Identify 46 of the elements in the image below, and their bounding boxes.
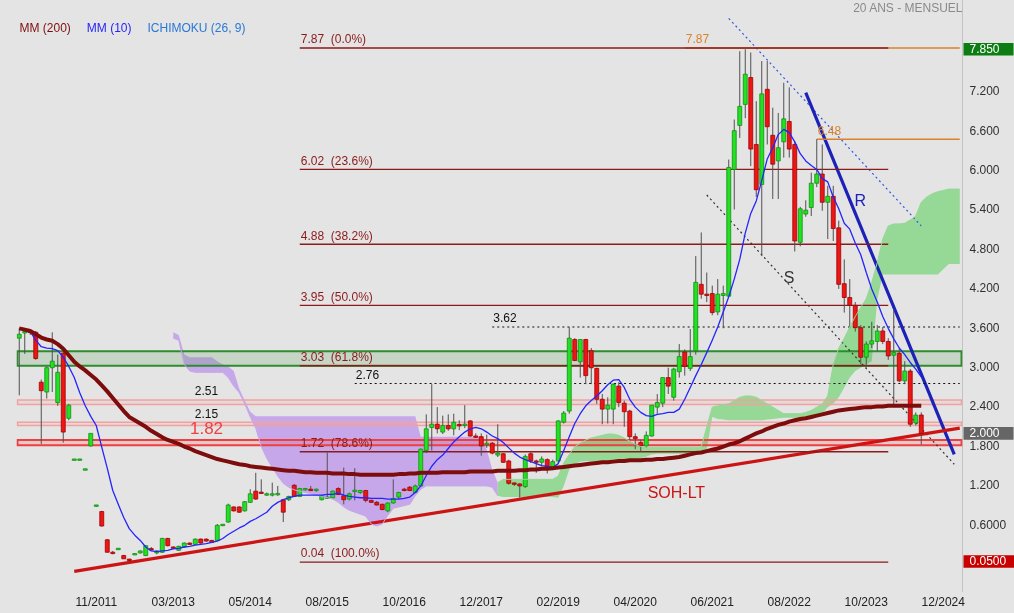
y-tick-label: 3.000 [969, 360, 1000, 375]
series-label: 6.02 (23.6%) [300, 153, 373, 168]
x-tick-label: 10/2023 [844, 594, 889, 609]
x-tick-label: 04/2020 [613, 594, 658, 609]
series-label: 4.88 (38.2%) [300, 228, 373, 243]
series-label: R [854, 192, 867, 210]
y-tick-label: 7.200 [969, 84, 1000, 99]
y-tick-label: 6.000 [969, 163, 1000, 178]
y-tick-label: 1.200 [969, 478, 1000, 493]
y-tick-label: 4.200 [969, 281, 1000, 296]
y-tick-label: 4.800 [969, 241, 1000, 256]
series-label: 2.76 [355, 367, 380, 382]
series-label: 7.87 [685, 32, 710, 47]
x-tick-label: 11/2011 [75, 594, 118, 609]
series-label: SOH-LT [647, 484, 706, 502]
series-label: S [783, 268, 795, 286]
x-tick-label: 06/2021 [690, 594, 735, 609]
x-tick-label: 12/2024 [921, 594, 966, 609]
annotation: ICHIMOKU (26, 9) [147, 21, 246, 36]
band-label: 1.82 [189, 419, 224, 439]
y-tick-label: 6.600 [969, 123, 1000, 138]
text: MM (200) [19, 21, 71, 36]
x-tick-label: 10/2016 [382, 594, 427, 609]
y-tick-label: 0.6000 [969, 517, 1007, 532]
x-tick-label: 03/2013 [151, 594, 196, 609]
x-tick-label: 08/2015 [305, 594, 350, 609]
y-tick-label: 0.0500 [969, 553, 1007, 568]
band-label: 2.51 [194, 384, 219, 399]
y-tick-label: 2.400 [969, 399, 1000, 414]
series-label: 3.03 (61.8%) [300, 350, 373, 365]
y-tick-label: 7.850 [969, 41, 1000, 56]
chart-subtitle: 20 ANS - MENSUEL [853, 1, 963, 16]
x-tick-label: 02/2019 [536, 594, 581, 609]
y-tick-label: 2.000 [969, 425, 1000, 440]
text: MM (10) [86, 21, 132, 36]
x-tick-label: 08/2022 [767, 594, 812, 609]
series-label: 7.87 (0.0%) [300, 32, 367, 47]
x-tick-label: 12/2017 [459, 594, 504, 609]
x-tick-label: 05/2014 [228, 594, 273, 609]
band-label: 2.15 [194, 406, 219, 421]
y-tick-label: 5.400 [969, 202, 1000, 217]
series-label: 3.95 (50.0%) [300, 289, 373, 304]
series-label: 3.62 [493, 311, 517, 326]
y-tick-label: 1.800 [969, 438, 1000, 453]
y-tick-label: 3.600 [969, 320, 1000, 335]
series-label: 0.04 (100.0%) [300, 546, 380, 561]
